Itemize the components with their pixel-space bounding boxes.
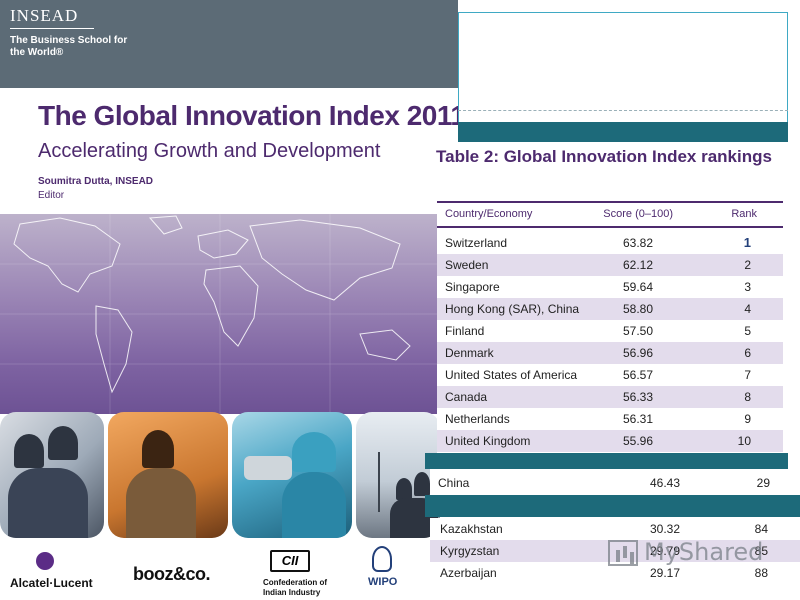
wipo-name: WIPO xyxy=(368,576,398,588)
lower-rankings-table: Kazakhstan 30.32 84 Kyrgyzstan 29.79 85 Azer… xyxy=(430,518,800,600)
insead-header-bar: INSEAD The Business School for the World… xyxy=(0,0,458,88)
booz-co-logo: booz&co. xyxy=(133,564,211,584)
world-map-image xyxy=(0,214,440,414)
alcatel-lucent-logo xyxy=(36,552,54,570)
table-title: Table 2: Global Innovation Index ranking… xyxy=(436,147,772,166)
wipo-logo xyxy=(372,546,392,572)
cover-editor-role: Editor xyxy=(38,190,65,201)
china-rank: 29 xyxy=(756,476,770,490)
cii-logo: CII xyxy=(270,550,310,572)
table-header-rule xyxy=(437,226,783,228)
rankings-table: Country/Economy Score (0–100) Rank Switz… xyxy=(437,201,783,453)
photo-scientist-microscope xyxy=(232,412,352,538)
table-body: Switzerland 63.82 1 Sweden 62.12 2 Singapore… xyxy=(437,232,783,452)
table-row: Switzerland 63.82 1 xyxy=(445,235,751,250)
alcatel-lucent-name: Alcatel·Lucent xyxy=(10,576,93,590)
table-row: Singapore 59.64 3 xyxy=(445,280,751,294)
watermark-text: MyShared xyxy=(644,538,764,566)
table-row: Kyrgyzstan 29.79 85 xyxy=(430,540,800,562)
table-row: Sweden 62.12 2 xyxy=(437,254,783,276)
header-rank: Rank xyxy=(731,208,757,220)
cover-author: Soumitra Dutta, INSEAD xyxy=(38,176,154,187)
insead-logo: INSEAD xyxy=(10,6,79,25)
china-row: China 46.43 29 xyxy=(430,469,788,495)
chart-icon xyxy=(608,540,638,566)
photo-wind-turbines xyxy=(356,412,440,538)
header-score: Score (0–100) xyxy=(603,208,673,220)
table-row: Hong Kong (SAR), China 58.80 4 xyxy=(437,298,783,320)
table-row: Azerbaijan 29.17 88 xyxy=(440,566,768,580)
table-top-rule xyxy=(437,201,783,203)
table-row: United States of America 56.57 7 xyxy=(445,368,751,382)
table-separator-band-2 xyxy=(425,495,800,517)
china-country: China xyxy=(438,476,470,490)
header-country: Country/Economy xyxy=(445,208,533,220)
table-row: Canada 56.33 8 xyxy=(437,386,783,408)
cover-title: The Global Innovation Index 2011 xyxy=(38,100,466,131)
table-panel-band xyxy=(458,122,788,142)
table-header-row: Country/Economy Score (0–100) Rank xyxy=(437,206,783,226)
cii-name: Confederation of Indian Industry xyxy=(263,578,327,597)
world-map-outline xyxy=(0,214,440,414)
cover-subtitle: Accelerating Growth and Development xyxy=(38,140,381,162)
table-row: Netherlands 56.31 9 xyxy=(445,412,751,426)
table-row: Kazakhstan 30.32 84 xyxy=(440,522,768,536)
insead-logo-rule xyxy=(10,28,94,29)
table-row: Finland 57.50 5 xyxy=(445,324,751,338)
table-row: United Kingdom 55.96 10 xyxy=(437,430,783,452)
table-row: Denmark 56.96 6 xyxy=(437,342,783,364)
table-panel-divider xyxy=(458,110,788,111)
sponsor-logos: Alcatel·Lucent booz&co. CII Confederatio… xyxy=(0,540,440,600)
china-score: 46.43 xyxy=(649,476,680,490)
photo-woman-at-keyboard xyxy=(108,412,228,538)
photo-people-at-laptop xyxy=(0,412,104,538)
table-separator-band xyxy=(425,453,788,469)
table-panel-frame xyxy=(458,12,788,122)
insead-tagline: The Business School for the World® xyxy=(10,35,128,58)
cover-photo-strip xyxy=(0,412,440,540)
